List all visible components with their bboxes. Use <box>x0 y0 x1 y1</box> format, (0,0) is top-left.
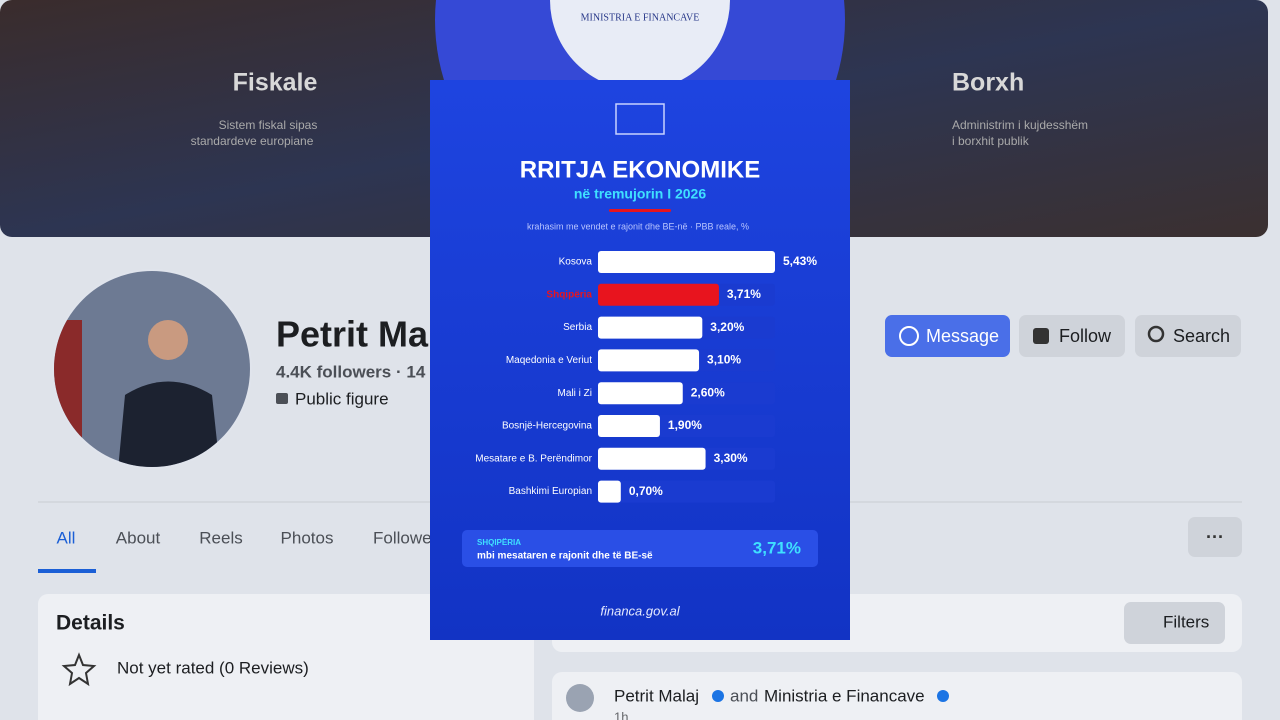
tab[interactable]: Reels <box>199 528 242 547</box>
filters-button[interactable] <box>1124 602 1225 644</box>
tab-underline <box>38 569 96 573</box>
cover-title: Borxh <box>952 69 1024 97</box>
bar-chart: Kosova 5,43% Shqipëria 3,71% Serbia 3,20% Maqe… <box>475 251 817 503</box>
callout-text: mbi mesataren e rajonit dhe të BE-së <box>477 551 653 562</box>
chart-subtitle: në tremujorin I 2026 <box>574 186 706 202</box>
footer: financa.gov.al <box>600 603 680 618</box>
callout-label: SHQIPËRIA <box>477 538 521 547</box>
tab[interactable]: About <box>116 528 161 547</box>
more-button[interactable] <box>1188 517 1242 557</box>
bar <box>598 415 660 437</box>
chart-note: krahasim me vendet e rajonit dhe BE-në ·… <box>527 221 749 231</box>
callout <box>462 530 818 567</box>
bar <box>598 349 700 372</box>
button-label: Message <box>926 326 999 346</box>
cover-title: Fiskale <box>233 69 318 97</box>
follow-button[interactable] <box>1019 315 1125 357</box>
post-joiner: and <box>730 686 758 705</box>
value-label: 3,20% <box>710 320 744 334</box>
post-author: Petrit Malaj <box>614 686 699 705</box>
button-label: Filters <box>1163 612 1209 631</box>
chart-title: RRITJA EKONOMIKE <box>520 156 760 183</box>
bar <box>598 480 621 503</box>
value-label: 3,10% <box>707 353 741 367</box>
category-label: Bosnjë-Hercegovina <box>502 421 592 432</box>
icon <box>1147 325 1165 343</box>
rating: Not yet rated (0 Reviews) <box>117 658 309 677</box>
category-label: Shqipëria <box>546 289 592 300</box>
bar <box>598 316 703 339</box>
profile-stats: 4.4K followers · 14 <box>276 362 426 381</box>
value-label: 0,70% <box>629 484 663 498</box>
icon <box>899 326 919 346</box>
profile-name: Petrit Mal <box>276 314 438 355</box>
callout-value: 3,71% <box>753 538 801 557</box>
category-label: Mesatare e B. Perëndimor <box>475 453 592 464</box>
details-title: Details <box>56 612 125 635</box>
icon <box>276 393 288 404</box>
cover-text: Administrim i kujdesshëm <box>952 118 1088 132</box>
tab[interactable]: All <box>57 528 76 547</box>
post-card <box>552 672 1242 720</box>
search-button[interactable] <box>1135 315 1241 357</box>
verified <box>712 690 724 702</box>
profile-category: Public figure <box>295 389 389 408</box>
star-icon <box>61 652 97 687</box>
cover-text: Sistem fiskal sipas <box>219 118 318 132</box>
category-label: Bashkimi Europian <box>509 486 592 497</box>
tab[interactable]: Followe <box>373 528 432 547</box>
icon <box>1033 328 1049 344</box>
value-label: 3,71% <box>727 287 761 301</box>
accent-line <box>609 209 671 212</box>
value-label: 3,30% <box>714 451 748 465</box>
bar-track <box>598 480 775 503</box>
logo <box>615 103 665 135</box>
post-avatar <box>566 684 594 712</box>
bar <box>598 283 719 306</box>
details-card <box>38 594 534 720</box>
logo-circle <box>550 0 730 90</box>
tab[interactable]: Photos <box>281 528 334 547</box>
category-label: Mali i Zi <box>558 388 592 399</box>
bar <box>598 382 683 405</box>
value-label: 1,90% <box>668 418 702 432</box>
bar <box>598 447 706 470</box>
category-label: Kosova <box>559 257 593 268</box>
logo-text: MINISTRIA E FINANCAVE <box>581 12 700 23</box>
category-label: Serbia <box>563 322 592 333</box>
post-coauthor: Ministria e Financave <box>764 686 925 705</box>
value-label: 5,43% <box>783 254 817 268</box>
button-label: Follow <box>1059 326 1112 346</box>
cover-text: i borxhit publik <box>952 134 1030 148</box>
verified <box>937 690 949 702</box>
more-icon: ··· <box>1206 527 1224 547</box>
category-label: Maqedonia e Veriut <box>506 355 592 366</box>
value-label: 2,60% <box>691 385 725 399</box>
message-button[interactable] <box>885 315 1010 357</box>
cover-text: standardeve europiane <box>191 134 314 148</box>
bar <box>598 251 775 273</box>
button-label: Search <box>1173 326 1230 346</box>
post-time: 1h <box>614 709 628 720</box>
